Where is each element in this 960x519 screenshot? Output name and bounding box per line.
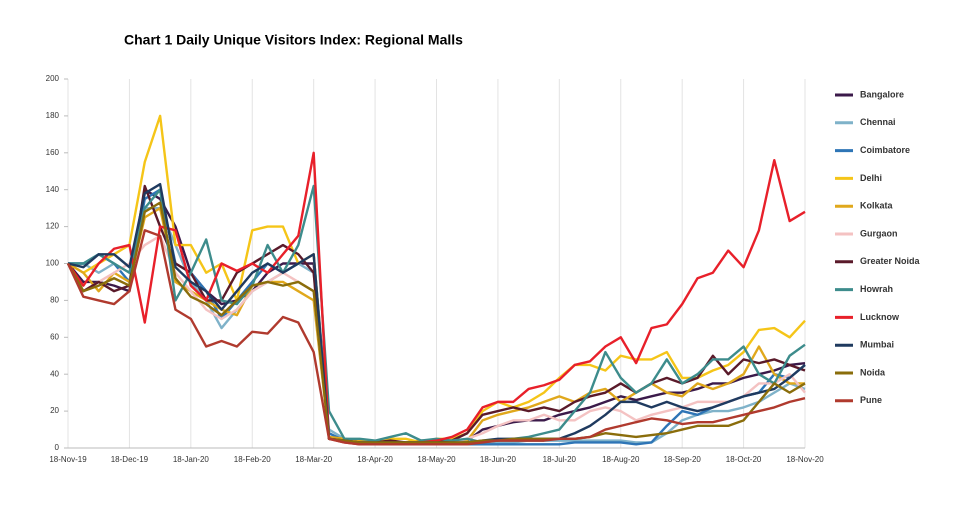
x-tick-label: 18-Oct-20 xyxy=(726,455,762,464)
legend-label: Greater Noida xyxy=(860,256,921,266)
x-tick-label: 18-Jul-20 xyxy=(543,455,577,464)
y-tick-label: 40 xyxy=(50,369,59,378)
y-tick-label: 140 xyxy=(46,185,60,194)
y-tick-label: 180 xyxy=(46,111,60,120)
legend-label: Gurgaon xyxy=(860,228,898,238)
legend-label: Delhi xyxy=(860,173,882,183)
x-tick-label: 18-Dec-19 xyxy=(111,455,149,464)
y-tick-label: 0 xyxy=(55,443,60,452)
x-tick-label: 18-Aug-20 xyxy=(602,455,640,464)
x-tick-label: 18-Mar-20 xyxy=(295,455,332,464)
legend-label: Lucknow xyxy=(860,312,900,322)
y-tick-label: 100 xyxy=(46,259,60,268)
y-tick-label: 160 xyxy=(46,148,60,157)
y-tick-label: 120 xyxy=(46,222,60,231)
y-tick-label: 200 xyxy=(46,74,60,83)
legend-label: Pune xyxy=(860,395,882,405)
series-line xyxy=(66,229,806,446)
x-tick-label: 18-Feb-20 xyxy=(234,455,271,464)
x-tick-label: 18-May-20 xyxy=(417,455,456,464)
x-tick-label: 18-Nov-20 xyxy=(786,455,824,464)
x-tick-label: 18-Jun-20 xyxy=(480,455,517,464)
legend-label: Mumbai xyxy=(860,340,894,350)
x-tick-label: 18-Sep-20 xyxy=(663,455,701,464)
series-line xyxy=(66,201,806,444)
y-tick-label: 60 xyxy=(50,332,59,341)
chart-title: Chart 1 Daily Unique Visitors Index: Reg… xyxy=(124,32,463,48)
x-tick-label: 18-Jan-20 xyxy=(173,455,210,464)
legend-label: Noida xyxy=(860,367,886,377)
legend-label: Bangalore xyxy=(860,89,904,99)
y-tick-label: 80 xyxy=(50,296,59,305)
x-tick-label: 18-Nov-19 xyxy=(49,455,87,464)
x-tick-label: 18-Apr-20 xyxy=(357,455,393,464)
legend-label: Howrah xyxy=(860,284,893,294)
y-tick-label: 20 xyxy=(50,406,59,415)
series-line xyxy=(67,151,806,446)
legend-label: Chennai xyxy=(860,117,896,127)
series-line xyxy=(68,184,806,444)
legend-label: Coimbatore xyxy=(860,145,910,155)
legend-label: Kolkata xyxy=(860,201,894,211)
